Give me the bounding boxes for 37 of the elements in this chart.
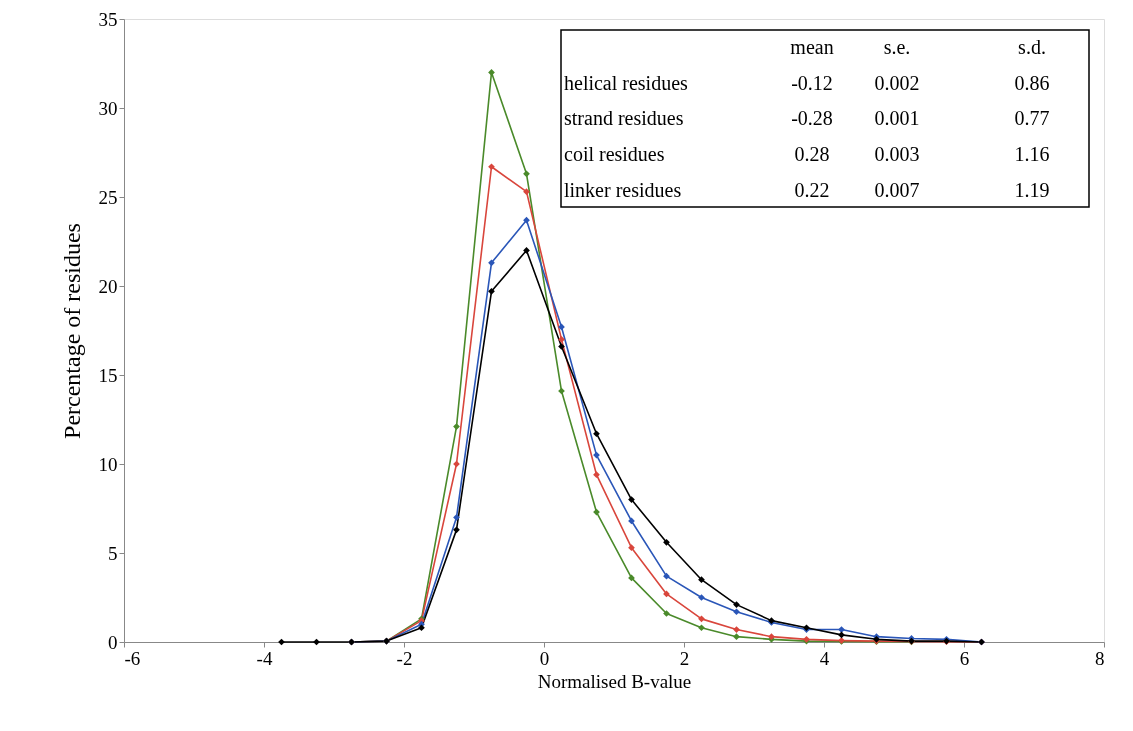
annotation: 0.22 xyxy=(794,179,830,201)
y-tick-label: 10 xyxy=(98,453,118,475)
annotation: helical residues xyxy=(564,72,689,94)
x-tick-label: 6 xyxy=(959,647,970,669)
annotation: strand residues xyxy=(564,107,684,129)
annotation: s.e. xyxy=(883,36,911,58)
annotation: coil residues xyxy=(564,143,665,165)
x-axis-title: Normalised B-value xyxy=(537,670,692,692)
x-tick-label: 8 xyxy=(1095,647,1105,669)
x-tick-label: -4 xyxy=(256,647,273,669)
y-axis-title: Percentage of residues xyxy=(58,223,85,439)
annotation: 1.16 xyxy=(1014,143,1050,165)
x-tick-label: 2 xyxy=(679,647,690,669)
annotation: 0.28 xyxy=(794,143,830,165)
annotation: 1.19 xyxy=(1014,179,1050,201)
annotation: 0.77 xyxy=(1014,107,1050,129)
y-tick-label: 30 xyxy=(98,97,118,119)
annotation: linker residues xyxy=(564,179,682,201)
x-tick-label: -2 xyxy=(396,647,413,669)
annotation: 0.003 xyxy=(874,143,920,165)
y-tick-label: 0 xyxy=(108,631,118,653)
annotation: mean xyxy=(790,36,834,58)
x-tick-label: 4 xyxy=(819,647,830,669)
annotation: s.d. xyxy=(1018,36,1046,58)
annotation: -0.28 xyxy=(791,107,833,129)
y-tick-label: 15 xyxy=(98,364,118,386)
annotation: 0.001 xyxy=(874,107,920,129)
annotation: 0.007 xyxy=(874,179,920,201)
y-tick-label: 5 xyxy=(108,542,118,564)
x-tick-label: -6 xyxy=(124,647,141,669)
y-tick-label: 20 xyxy=(98,275,118,297)
annotation: -0.12 xyxy=(791,72,833,94)
annotation: 0.86 xyxy=(1014,72,1050,94)
y-tick-label: 35 xyxy=(98,8,118,30)
x-tick-label: 0 xyxy=(539,647,550,669)
y-tick-label: 25 xyxy=(98,186,118,208)
annotation: 0.002 xyxy=(874,72,920,94)
